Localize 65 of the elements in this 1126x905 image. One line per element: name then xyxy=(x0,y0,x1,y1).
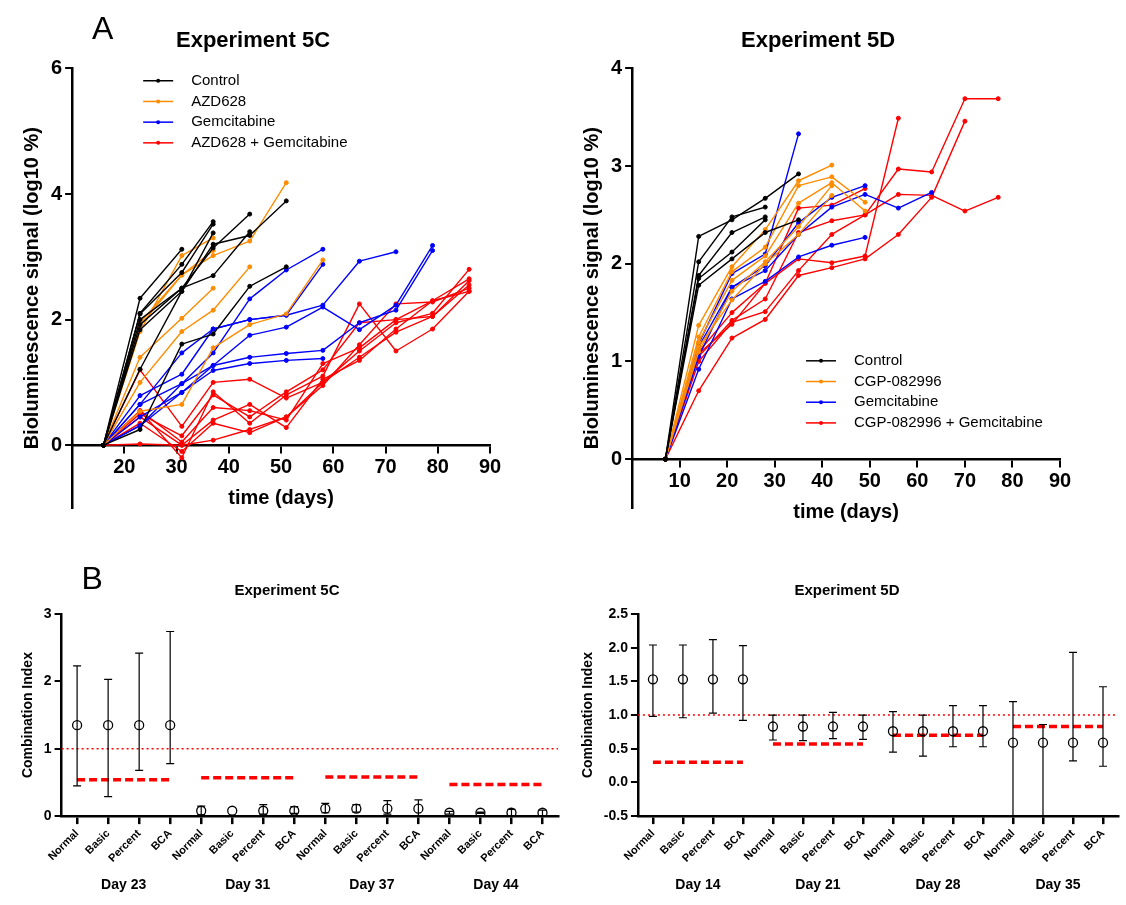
text: Day 14 xyxy=(675,875,721,892)
legend-label: Control xyxy=(854,350,903,368)
y-tick-label: 2 xyxy=(51,307,63,330)
x-tick-label: 20 xyxy=(716,468,739,491)
y-axis-title: Bioluminescence signal (log10 %) xyxy=(19,127,42,450)
y-tick-label: 3 xyxy=(611,153,623,176)
legend-label: AZD628 xyxy=(191,91,247,109)
x-tick-label: 70 xyxy=(953,468,977,491)
y-tick-label: 0 xyxy=(51,432,63,455)
y-tick-label: 2 xyxy=(43,672,52,689)
y-axis-title: Combination Index xyxy=(579,651,596,779)
x-tick-label: 50 xyxy=(858,468,881,491)
y-tick-label: 0 xyxy=(611,446,623,469)
text: B xyxy=(81,559,103,596)
y-tick-label: 2 xyxy=(611,251,623,274)
x-tick-label: 70 xyxy=(374,454,397,477)
x-axis-title: time (days) xyxy=(793,499,899,522)
text: Day 44 xyxy=(473,875,519,892)
legend-label: Gemcitabine xyxy=(191,112,276,130)
text: Day 23 xyxy=(101,875,147,892)
x-tick-label: 40 xyxy=(217,454,240,477)
y-axis-title: Bioluminescence signal (log10 %) xyxy=(579,127,602,450)
y-tick-label: 0.0 xyxy=(608,773,629,790)
x-tick-label: 60 xyxy=(906,468,929,491)
x-tick-label: 80 xyxy=(426,454,449,477)
x-tick-label: 30 xyxy=(763,468,786,491)
x-tick-label: 90 xyxy=(1048,468,1072,491)
x-tick-label: 40 xyxy=(811,468,834,491)
y-tick-label: 2.0 xyxy=(608,638,629,655)
y-tick-label: -0.5 xyxy=(603,806,629,823)
legend-label: CGP-082996 + Gemcitabine xyxy=(854,413,1043,431)
y-tick-label: 1.5 xyxy=(608,672,629,689)
y-axis-title: Combination Index xyxy=(19,651,36,779)
chart-title: Experiment 5D xyxy=(740,27,896,53)
text: Day 28 xyxy=(915,875,961,892)
y-tick-label: 2.5 xyxy=(608,604,629,621)
y-tick-label: 0 xyxy=(43,806,52,823)
x-tick-label: 80 xyxy=(1001,468,1024,491)
x-tick-label: 60 xyxy=(322,454,345,477)
y-tick-label: 0.5 xyxy=(608,739,629,756)
y-tick-label: 1 xyxy=(43,739,52,756)
y-tick-label: 6 xyxy=(51,55,63,78)
x-axis-title: time (days) xyxy=(228,485,334,508)
text: Day 37 xyxy=(349,875,395,892)
legend-label: AZD628 + Gemcitabine xyxy=(191,132,348,150)
x-tick-label: 20 xyxy=(113,454,136,477)
y-tick-label: 4 xyxy=(611,55,623,78)
y-tick-label: 3 xyxy=(43,604,52,621)
chart-title: Experiment 5D xyxy=(794,581,900,599)
text: Day 35 xyxy=(1035,875,1081,892)
legend-label: CGP-082996 xyxy=(854,371,942,389)
chart-title: Experiment 5C xyxy=(234,581,340,599)
text: Day 31 xyxy=(225,875,271,892)
chart-title: Experiment 5C xyxy=(175,27,331,53)
x-tick-label: 90 xyxy=(478,454,502,477)
x-tick-label: 10 xyxy=(668,468,691,491)
text: A xyxy=(92,9,115,46)
legend-label: Gemcitabine xyxy=(854,392,939,410)
y-tick-label: 4 xyxy=(51,181,63,204)
y-tick-label: 1 xyxy=(611,348,623,371)
x-tick-label: 50 xyxy=(269,454,293,477)
x-tick-label: 30 xyxy=(165,454,188,477)
legend-label: Control xyxy=(191,70,240,88)
text: Day 21 xyxy=(795,875,841,892)
y-tick-label: 1.0 xyxy=(608,705,629,722)
